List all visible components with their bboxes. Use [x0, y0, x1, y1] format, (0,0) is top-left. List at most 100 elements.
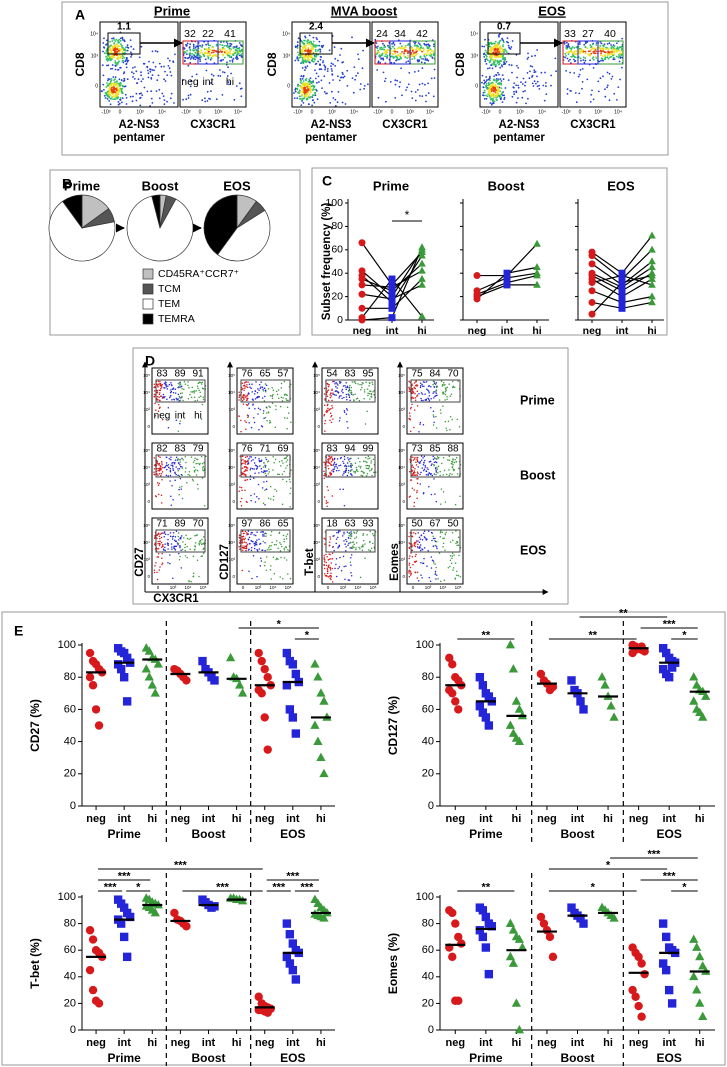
- cell-dot: [129, 95, 132, 98]
- significance-label: ***: [300, 881, 314, 893]
- cell-dot: [296, 87, 299, 90]
- cell-dot: [266, 419, 268, 422]
- cell-dot: [258, 457, 260, 460]
- data-point: [576, 697, 585, 706]
- cell-dot: [360, 546, 363, 548]
- cell-dot: [202, 465, 205, 468]
- cell-dot: [186, 545, 188, 548]
- cell-dot: [243, 470, 245, 473]
- cell-dot: [109, 94, 112, 97]
- x-axis-label: A2-NS3: [119, 119, 160, 131]
- cell-dot: [297, 59, 300, 62]
- cell-dot: [212, 51, 215, 54]
- cell-dot: [167, 544, 169, 546]
- cell-dot: [500, 83, 502, 86]
- x-tick-label: hi: [316, 813, 326, 825]
- cell-dot: [307, 80, 310, 83]
- cell-dot: [165, 384, 167, 387]
- cell-dot: [394, 49, 397, 51]
- cell-dot: [427, 59, 430, 62]
- marker-gate: [325, 529, 376, 553]
- x-tick-label: int: [662, 1037, 676, 1049]
- cell-dot: [322, 60, 325, 62]
- data-point: [418, 312, 426, 320]
- cell-dot: [351, 546, 353, 549]
- cell-dot: [435, 395, 437, 397]
- significance-label: ***: [118, 870, 132, 882]
- cell-dot: [359, 467, 362, 469]
- cell-dot: [325, 502, 328, 504]
- cell-dot: [299, 95, 301, 98]
- cell-dot: [232, 47, 235, 49]
- cell-dot: [154, 534, 156, 537]
- cell-dot: [250, 456, 253, 458]
- cell-dot: [245, 385, 247, 388]
- cell-dot: [326, 568, 329, 570]
- cell-dot: [241, 45, 243, 48]
- cell-dot: [263, 400, 266, 402]
- cell-dot: [170, 382, 172, 384]
- cell-dot: [357, 72, 359, 75]
- cell-dot: [414, 42, 416, 45]
- cell-dot: [132, 76, 134, 78]
- data-point: [579, 705, 588, 714]
- cell-dot: [169, 474, 172, 477]
- cell-dot: [260, 557, 262, 560]
- cell-dot: [206, 100, 209, 102]
- tick-label: 0: [402, 424, 405, 429]
- cell-dot: [253, 534, 255, 536]
- cell-dot: [305, 79, 307, 82]
- cell-dot: [112, 96, 114, 98]
- data-point: [150, 688, 160, 697]
- cell-dot: [499, 59, 502, 62]
- cell-dot: [264, 541, 266, 544]
- data-point: [85, 926, 95, 935]
- cell-dot: [162, 544, 164, 546]
- cell-dot: [280, 465, 282, 467]
- cell-dot: [285, 393, 288, 396]
- cell-dot: [425, 94, 427, 97]
- cell-dot: [227, 46, 230, 49]
- cell-dot: [364, 557, 366, 559]
- cell-dot: [406, 44, 409, 46]
- data-point: [448, 908, 457, 918]
- x-tick-label: int: [117, 1037, 131, 1049]
- tick-label: 10³: [471, 53, 479, 59]
- cell-dot: [269, 421, 272, 423]
- cell-dot: [269, 485, 272, 488]
- cell-dot: [170, 92, 173, 95]
- cell-dot: [418, 430, 420, 433]
- cell-dot: [332, 546, 334, 548]
- cell-dot: [272, 469, 274, 471]
- cell-dot: [345, 396, 348, 398]
- cell-dot: [224, 56, 226, 59]
- cell-dot: [110, 51, 113, 53]
- tick-label: -10³: [294, 109, 303, 115]
- tick-label: 10³: [340, 585, 347, 590]
- cell-dot: [336, 387, 338, 389]
- cell-dot: [157, 542, 159, 545]
- cell-dot: [172, 577, 174, 580]
- data-point: [478, 932, 488, 942]
- cell-dot: [359, 383, 361, 386]
- cell-dot: [346, 462, 349, 464]
- cell-dot: [414, 384, 417, 387]
- y-tick-label: 100: [58, 891, 76, 903]
- cell-dot: [175, 419, 178, 421]
- cell-dot: [346, 69, 349, 72]
- cell-dot: [390, 61, 393, 64]
- cell-dot: [440, 380, 443, 382]
- cell-dot: [324, 575, 327, 577]
- cell-dot: [533, 80, 536, 83]
- cell-dot: [327, 460, 330, 462]
- cell-dot: [175, 530, 178, 533]
- cell-dot: [139, 104, 142, 107]
- cell-dot: [418, 43, 421, 46]
- cell-dot: [161, 92, 164, 95]
- cell-dot: [555, 70, 557, 73]
- cell-dot: [329, 471, 331, 474]
- cell-dot: [422, 423, 425, 426]
- cell-dot: [350, 466, 353, 468]
- cell-dot: [189, 85, 192, 88]
- cell-dot: [362, 49, 364, 52]
